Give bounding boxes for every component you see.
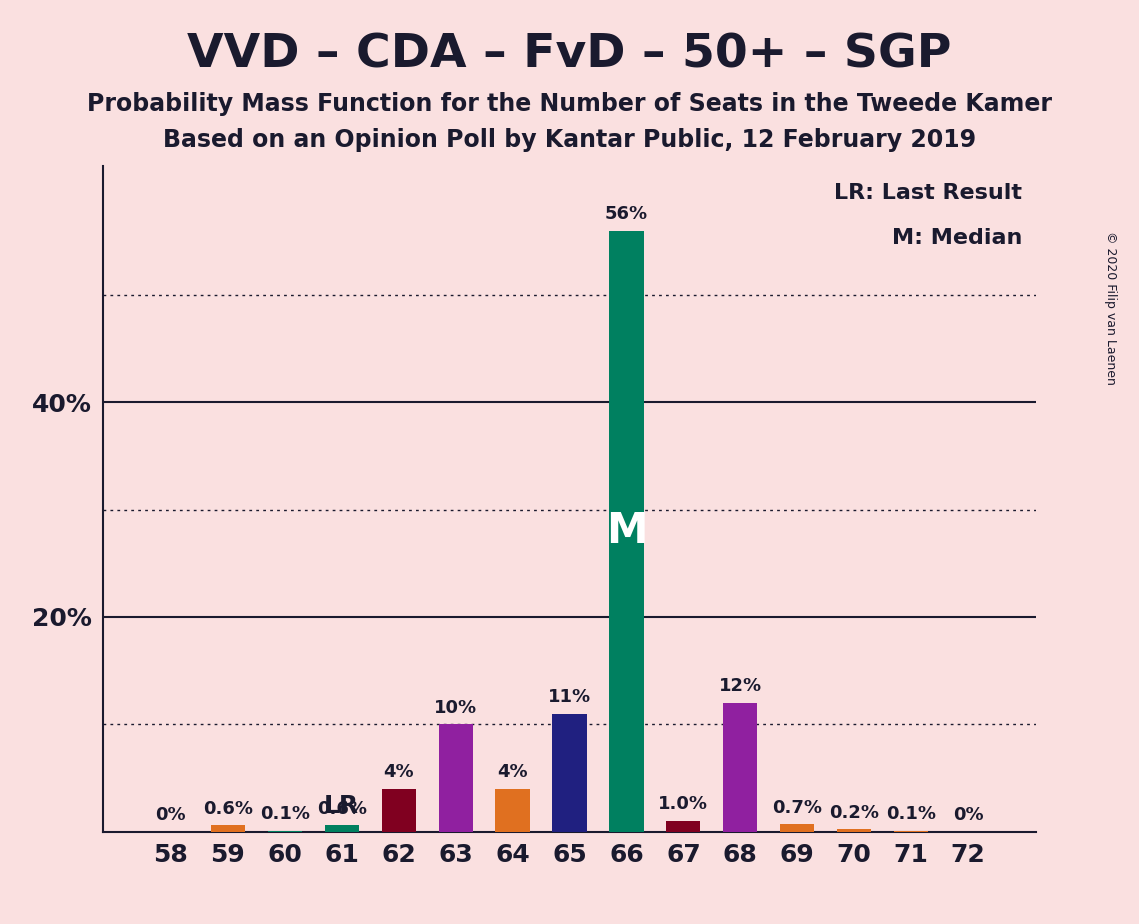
Bar — [666, 821, 700, 832]
Bar — [268, 831, 302, 832]
Bar — [609, 231, 644, 832]
Text: 12%: 12% — [719, 677, 762, 696]
Bar — [325, 825, 359, 832]
Bar — [837, 830, 871, 832]
Bar — [894, 831, 928, 832]
Text: 0.6%: 0.6% — [203, 799, 253, 818]
Text: LR: Last Result: LR: Last Result — [835, 183, 1023, 203]
Bar — [382, 789, 416, 832]
Text: 56%: 56% — [605, 205, 648, 224]
Text: 4%: 4% — [384, 763, 413, 781]
Text: 11%: 11% — [548, 688, 591, 706]
Text: 10%: 10% — [434, 699, 477, 717]
Bar — [723, 703, 757, 832]
Text: 4%: 4% — [498, 763, 527, 781]
Text: Probability Mass Function for the Number of Seats in the Tweede Kamer: Probability Mass Function for the Number… — [87, 92, 1052, 116]
Text: 0%: 0% — [953, 806, 983, 824]
Text: 0.1%: 0.1% — [260, 805, 310, 823]
Text: LR: LR — [325, 794, 359, 818]
Text: VVD – CDA – FvD – 50+ – SGP: VVD – CDA – FvD – 50+ – SGP — [187, 32, 952, 78]
Text: 0.6%: 0.6% — [317, 799, 367, 818]
Bar — [552, 713, 587, 832]
Text: © 2020 Filip van Laenen: © 2020 Filip van Laenen — [1104, 231, 1117, 385]
Bar — [780, 824, 814, 832]
Text: 0.1%: 0.1% — [886, 805, 936, 823]
Text: Based on an Opinion Poll by Kantar Public, 12 February 2019: Based on an Opinion Poll by Kantar Publi… — [163, 128, 976, 152]
Text: 0%: 0% — [156, 806, 186, 824]
Text: 1.0%: 1.0% — [658, 796, 708, 813]
Text: 0.7%: 0.7% — [772, 798, 822, 817]
Bar — [495, 789, 530, 832]
Bar — [211, 825, 245, 832]
Bar — [439, 724, 473, 832]
Text: M: Median: M: Median — [892, 227, 1023, 248]
Text: M: M — [606, 510, 647, 553]
Text: 0.2%: 0.2% — [829, 804, 879, 822]
